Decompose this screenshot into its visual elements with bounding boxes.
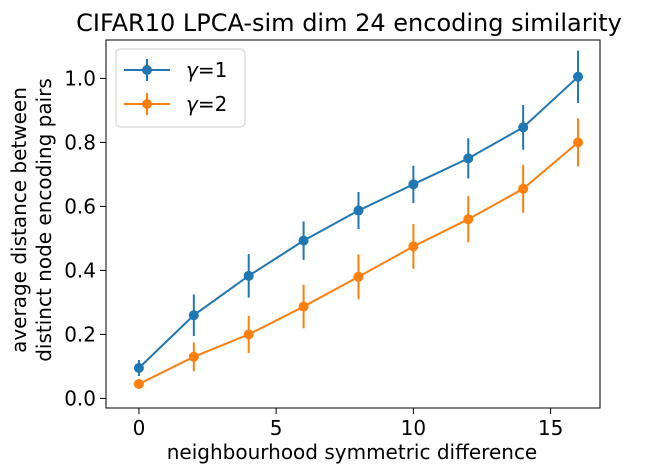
legend-marker-1 xyxy=(142,65,152,75)
data-point-1-1 xyxy=(188,310,199,321)
data-point-1-2 xyxy=(243,270,254,281)
data-point-2-2 xyxy=(243,329,254,340)
data-point-2-0 xyxy=(133,379,144,389)
data-point-2-3 xyxy=(298,301,309,312)
legend-value-2: =2 xyxy=(198,92,227,116)
x-tick-label-2: 10 xyxy=(401,416,426,440)
legend-label-1: γ=1 xyxy=(186,58,227,82)
legend-entry-2: γ=2 xyxy=(124,92,227,116)
y-axis-label-line-2: distinct node encoding pairs xyxy=(32,78,56,362)
data-point-1-7 xyxy=(518,122,529,133)
y-tick-label-2: 0.4 xyxy=(64,258,96,282)
data-point-2-7 xyxy=(518,183,529,194)
x-tick-label-3: 15 xyxy=(538,416,563,440)
data-point-1-6 xyxy=(463,153,474,164)
data-point-2-4 xyxy=(353,271,364,282)
y-tick-label-4: 0.8 xyxy=(64,130,96,154)
data-point-1-5 xyxy=(408,179,419,190)
legend-entry-1: γ=1 xyxy=(124,58,227,82)
series-2 xyxy=(133,118,584,389)
data-point-1-4 xyxy=(353,205,364,216)
y-axis-label-line-1: average distance between xyxy=(7,87,31,353)
legend-symbol-1: γ xyxy=(186,58,199,82)
plot-area xyxy=(133,50,584,389)
series-1 xyxy=(133,50,584,376)
x-tick-label-1: 5 xyxy=(270,416,283,440)
y-tick-label-5: 1.0 xyxy=(64,66,96,90)
legend-value-1: =1 xyxy=(198,58,227,82)
data-point-1-8 xyxy=(573,71,584,82)
x-axis-label: neighbourhood symmetric difference xyxy=(167,440,538,464)
x-tick-label-0: 0 xyxy=(133,416,146,440)
data-point-1-0 xyxy=(133,363,144,373)
plot-frame xyxy=(105,39,601,409)
data-point-2-1 xyxy=(188,351,199,362)
data-point-1-3 xyxy=(298,235,309,246)
y-tick-label-3: 0.6 xyxy=(64,194,96,218)
data-point-2-8 xyxy=(573,137,584,148)
legend-label-2: γ=2 xyxy=(186,92,227,116)
legend-symbol-2: γ xyxy=(186,92,199,116)
y-tick-label-1: 0.2 xyxy=(64,322,96,346)
data-point-2-6 xyxy=(463,214,474,225)
data-point-2-5 xyxy=(408,241,419,252)
chart-title: CIFAR10 LPCA-sim dim 24 encoding similar… xyxy=(76,9,622,37)
y-tick-label-0: 0.0 xyxy=(64,386,96,410)
legend: γ=1 γ=2 xyxy=(115,48,246,128)
legend-marker-2 xyxy=(142,99,152,109)
